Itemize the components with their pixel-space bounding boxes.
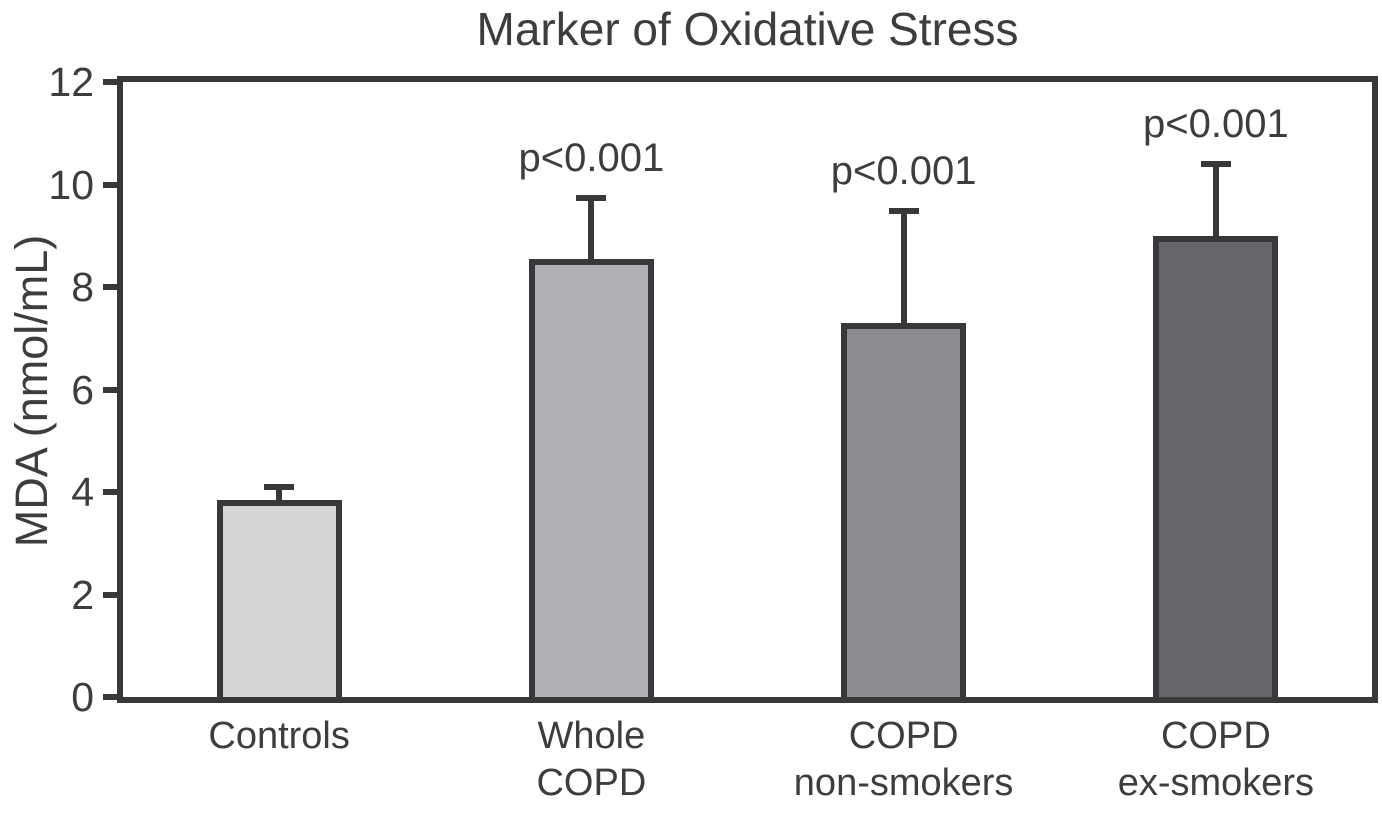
error-bar-line [900, 207, 907, 325]
bar-copd-non-smokers [841, 322, 967, 697]
y-tick-mark [103, 694, 117, 700]
y-tick-label: 10 [48, 161, 94, 208]
x-tick-label: COPD ex-smokers [1117, 715, 1315, 804]
y-tick-label: 4 [71, 469, 94, 515]
y-tick-mark [103, 489, 117, 495]
bar-controls [216, 499, 342, 697]
error-bar-line [1212, 161, 1219, 238]
y-tick-label: 2 [71, 571, 94, 618]
error-bar-cap [576, 194, 607, 201]
x-tick-label: Whole COPD [536, 715, 647, 804]
y-tick-label: 6 [71, 366, 94, 413]
y-tick-mark [103, 386, 117, 393]
error-bar-line [588, 194, 595, 261]
y-tick-label: 0 [71, 674, 94, 720]
y-tick-mark [103, 591, 117, 598]
x-tick-label: COPD non-smokers [793, 715, 1014, 804]
error-bar-cap [1200, 161, 1231, 168]
y-tick-mark [103, 284, 117, 290]
y-tick-mark [103, 181, 117, 188]
error-bar-line [276, 484, 283, 502]
p-value-annotation: p<0.001 [1143, 102, 1289, 147]
x-tick-label: Controls [208, 715, 350, 757]
y-tick-mark [103, 79, 117, 85]
error-bar-cap [264, 484, 295, 491]
bar-copd-ex-smokers [1153, 235, 1279, 697]
p-value-annotation: p<0.001 [830, 148, 977, 193]
chart-title: Marker of Oxidative Stress [476, 3, 1019, 55]
y-tick-label: 8 [71, 264, 94, 310]
bar-whole-copd [528, 258, 654, 697]
y-tick-label: 12 [48, 59, 94, 105]
plot-area: p<0.001 p<0.001 p<0.001 [117, 76, 1378, 703]
error-bar-cap [888, 207, 919, 214]
p-value-annotation: p<0.001 [518, 135, 665, 180]
